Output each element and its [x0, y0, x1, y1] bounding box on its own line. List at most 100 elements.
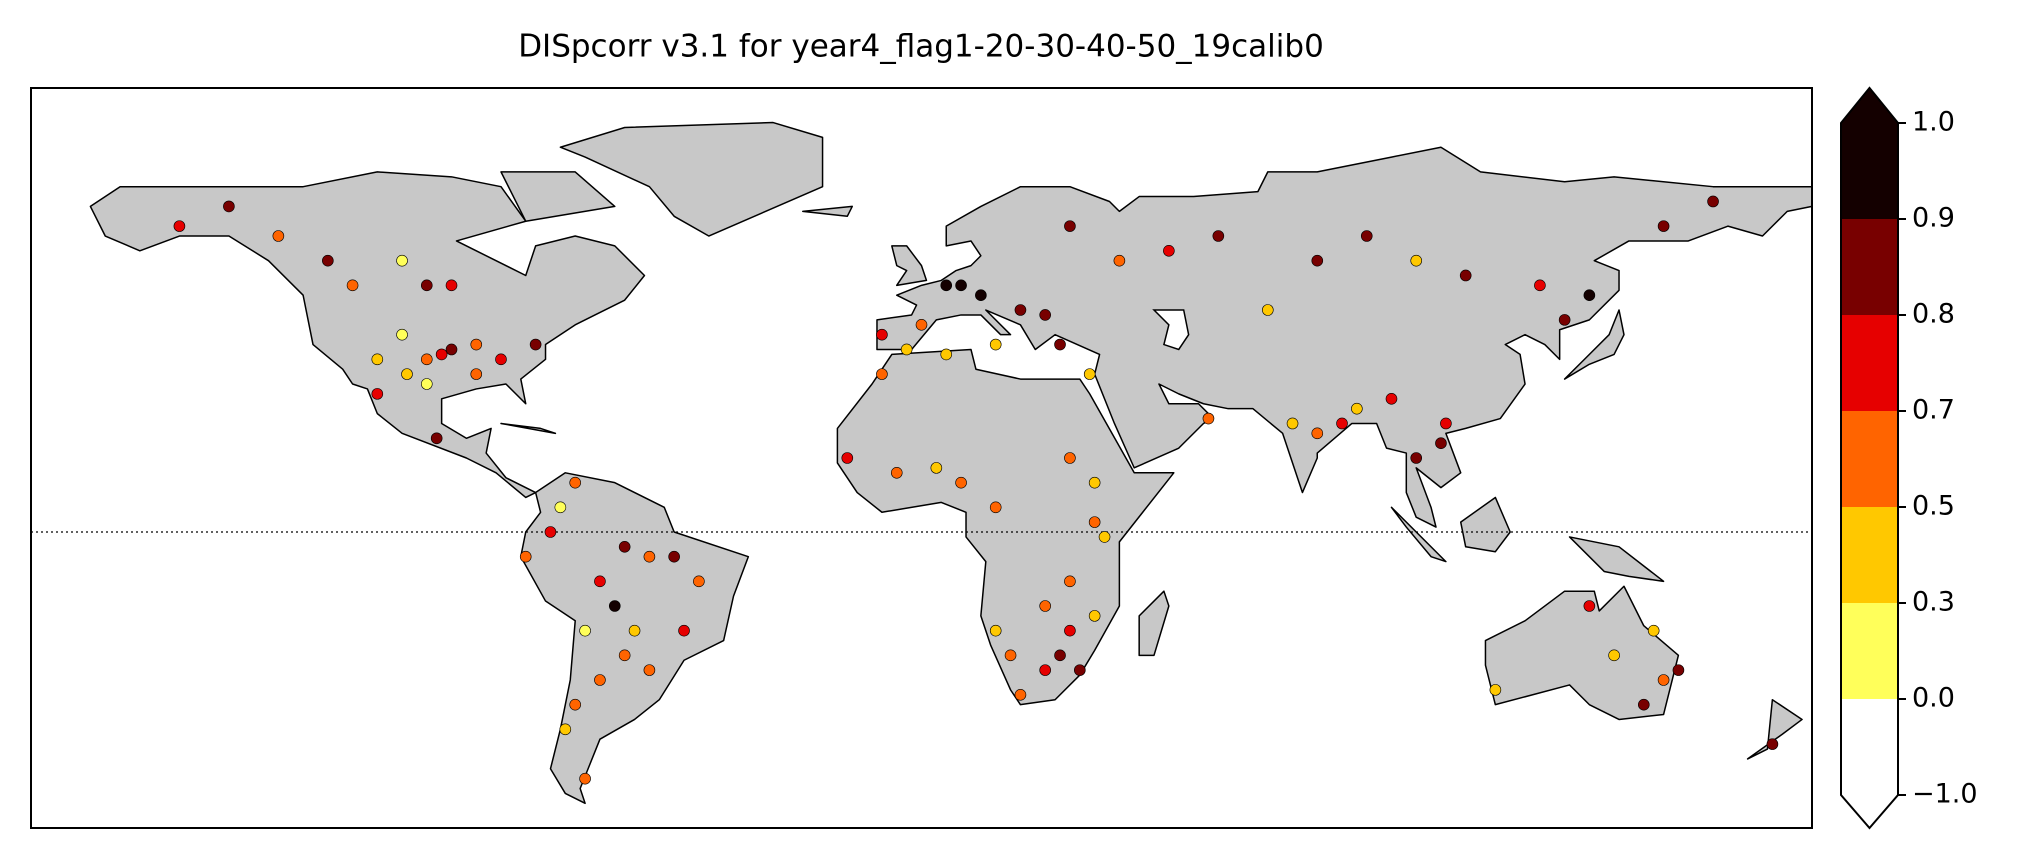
station-point: [1657, 674, 1670, 686]
station-point: [930, 462, 943, 474]
station-point: [223, 200, 235, 213]
station-point: [1410, 452, 1423, 464]
station-point: [1212, 230, 1225, 242]
greenland: [560, 123, 822, 236]
colorbar-segment: [1841, 507, 1898, 603]
station-point: [678, 624, 690, 637]
new-guinea: [1570, 537, 1664, 581]
station-point: [989, 501, 1002, 514]
station-point: [1435, 437, 1447, 450]
station-point: [1163, 245, 1175, 257]
station-point: [579, 772, 591, 785]
station-point: [371, 388, 384, 400]
baffin-island: [501, 172, 615, 221]
station-point: [1385, 392, 1398, 405]
north-america: [90, 172, 644, 498]
station-point: [1351, 402, 1363, 415]
station-point: [272, 230, 285, 242]
station-point: [401, 368, 413, 380]
station-point: [1672, 664, 1685, 676]
station-point: [346, 279, 359, 292]
station-point: [1558, 314, 1571, 326]
station-point: [876, 328, 888, 341]
station-point: [495, 353, 507, 366]
station-point: [1707, 195, 1719, 208]
station-points: [173, 195, 1779, 785]
station-point: [890, 466, 903, 479]
station-point: [643, 550, 656, 563]
map-frame: [30, 87, 1813, 829]
station-point: [1098, 531, 1111, 543]
station-point: [1360, 230, 1373, 242]
station-point: [1440, 417, 1452, 430]
station-point: [1583, 289, 1596, 302]
station-point: [643, 664, 656, 676]
station-point: [1039, 664, 1051, 676]
great-britain: [892, 246, 927, 285]
madagascar: [1139, 591, 1169, 655]
station-point: [693, 575, 705, 588]
station-point: [420, 353, 433, 366]
station-point: [955, 279, 967, 292]
colorbar-segment: [1841, 123, 1898, 219]
station-point: [569, 698, 581, 711]
japan: [1565, 310, 1624, 379]
chart-title: DISpcorr v3.1 for year4_flag1-20-30-40-5…: [518, 29, 1324, 65]
station-point: [668, 550, 680, 563]
station-point: [1202, 412, 1215, 425]
station-point: [554, 501, 567, 514]
station-point: [470, 338, 483, 351]
station-point: [1014, 304, 1027, 316]
eurasia: [877, 147, 1812, 527]
station-point: [940, 348, 953, 361]
station-point: [445, 343, 458, 356]
station-point: [1054, 338, 1066, 351]
station-point: [594, 674, 606, 686]
station-point: [1039, 600, 1051, 612]
australia: [1485, 586, 1678, 719]
station-point: [430, 432, 443, 445]
colorbar-segment: [1841, 315, 1898, 411]
iceland: [803, 206, 852, 216]
station-point: [915, 318, 928, 331]
station-point: [1489, 684, 1502, 696]
station-point: [618, 649, 631, 662]
colorbar-extend-under: [1841, 795, 1898, 828]
station-point: [618, 540, 631, 553]
station-point: [371, 353, 384, 366]
station-point: [435, 348, 448, 361]
colorbar-tick-label: 0.9: [1912, 203, 1955, 234]
caspian-sea: [1154, 310, 1189, 349]
station-point: [445, 279, 458, 292]
station-point: [1410, 254, 1423, 267]
station-point: [569, 476, 581, 489]
colorbar: 1.0 0.9 0.8 0.7 0.5 0.3 0.0 −1.0: [1840, 86, 1978, 830]
station-point: [1064, 452, 1076, 464]
station-point: [876, 368, 888, 380]
station-point: [1064, 575, 1076, 588]
station-point: [420, 378, 433, 390]
colorbar-segment: [1841, 699, 1898, 795]
cuba: [501, 423, 555, 433]
station-point: [841, 452, 854, 464]
station-point: [975, 289, 987, 302]
station-point: [579, 624, 591, 637]
station-point: [608, 600, 621, 612]
station-point: [1766, 738, 1779, 750]
station-point: [322, 254, 334, 267]
station-point: [1262, 304, 1274, 316]
station-point: [1004, 649, 1017, 662]
station-point: [594, 575, 606, 588]
station-point: [1657, 220, 1670, 232]
colorbar-segment: [1841, 411, 1898, 507]
station-point: [1534, 279, 1546, 292]
colorbar-tick-label: 0.0: [1912, 683, 1955, 714]
station-point: [173, 220, 186, 232]
station-point: [1064, 624, 1076, 637]
station-point: [470, 368, 483, 380]
borneo: [1461, 497, 1510, 551]
station-point: [1054, 649, 1066, 662]
station-point: [1088, 476, 1101, 489]
